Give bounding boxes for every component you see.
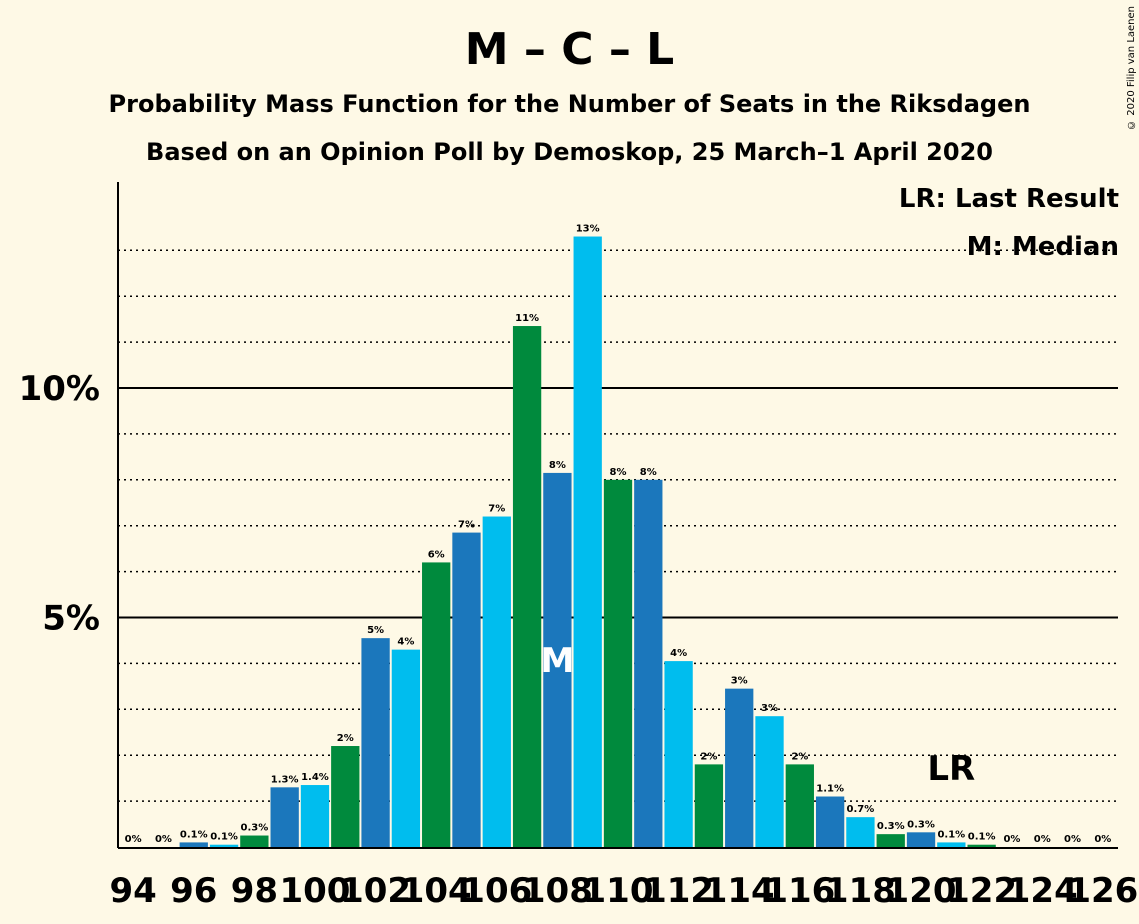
chart-title: M – C – L (464, 24, 675, 75)
bar-seat-118 (846, 817, 875, 847)
data-label: 0.3% (907, 819, 935, 830)
x-tick-label: 122 (946, 871, 1017, 911)
x-tick-label: 104 (401, 871, 472, 911)
data-label: 7% (458, 520, 475, 531)
bar-seat-121 (937, 842, 966, 847)
data-label: 6% (428, 549, 445, 560)
bar-seat-119 (876, 834, 905, 847)
x-tick-label: 96 (170, 871, 217, 911)
bar-seat-116 (785, 764, 814, 847)
bar-seat-97 (209, 844, 239, 847)
data-label: 8% (549, 460, 566, 471)
bar-seat-112 (664, 661, 693, 847)
data-label: 4% (397, 637, 414, 648)
bar-seat-114 (725, 688, 754, 847)
bar-seat-113 (694, 764, 724, 847)
x-tick-label: 94 (109, 871, 156, 911)
bar-seat-107 (512, 326, 542, 847)
bar-seat-108 (543, 472, 572, 847)
bar-seat-115 (755, 716, 784, 847)
data-label: 3% (761, 703, 778, 714)
data-label: 4% (670, 648, 687, 659)
x-tick-label: 120 (886, 871, 957, 911)
x-tick-label: 116 (764, 871, 835, 911)
x-tick-label: 98 (231, 871, 278, 911)
bar-seat-109 (573, 236, 602, 847)
bar-seat-101 (331, 746, 360, 847)
x-tick-label: 110 (583, 871, 654, 911)
data-label: 0.1% (937, 829, 965, 840)
data-label: 0.7% (847, 804, 875, 815)
chart-source-subtitle: Based on an Opinion Poll by Demoskop, 25… (146, 138, 993, 166)
x-tick-label: 102 (340, 871, 411, 911)
x-tick-label: 100 (279, 871, 350, 911)
legend-median: M: Median (966, 232, 1119, 262)
data-label: 0.3% (240, 823, 268, 834)
bar-seat-100 (300, 785, 330, 847)
data-label: 0.1% (968, 832, 996, 843)
data-label: 2% (700, 751, 717, 762)
bar-seat-111 (634, 479, 663, 847)
data-label: 3% (731, 676, 748, 687)
data-label: 1.4% (301, 772, 329, 783)
y-tick-label: 5% (42, 599, 100, 639)
x-tick-label: 124 (1007, 871, 1078, 911)
median-marker: M (540, 641, 574, 681)
x-tick-label: 106 (461, 871, 532, 911)
bar-seat-110 (603, 479, 633, 847)
data-label: 1.3% (271, 774, 299, 785)
chart-subtitle: Probability Mass Function for the Number… (108, 90, 1031, 118)
legend-last-result: LR: Last Result (898, 184, 1119, 214)
data-label: 0% (125, 834, 142, 845)
data-label: 2% (337, 733, 354, 744)
data-label: 0.3% (877, 821, 905, 832)
data-label: 5% (367, 625, 384, 636)
x-tick-label: 114 (704, 871, 775, 911)
data-label: 0% (1003, 834, 1020, 845)
x-tick-label: 108 (522, 871, 593, 911)
data-label: 13% (576, 224, 600, 235)
data-label: 7% (488, 504, 505, 515)
data-label: 11% (515, 313, 539, 324)
x-tick-label: 126 (1067, 871, 1138, 911)
data-label: 0.1% (210, 832, 238, 843)
bar-seat-102 (361, 638, 390, 847)
bar-seat-103 (391, 649, 421, 847)
data-label: 8% (610, 467, 627, 478)
x-tick-label: 112 (643, 871, 714, 911)
data-label: 0% (1034, 834, 1051, 845)
data-label: 2% (791, 751, 808, 762)
bar-seat-117 (815, 796, 845, 847)
bar-seat-106 (482, 516, 511, 847)
x-tick-label: 118 (825, 871, 896, 911)
bar-seat-120 (906, 832, 936, 847)
bar-seat-98 (240, 835, 269, 847)
y-tick-label: 10% (19, 369, 100, 409)
data-label: 1.1% (816, 784, 844, 795)
data-label: 0.1% (180, 829, 208, 840)
data-label: 8% (640, 467, 657, 478)
bar-seat-104 (422, 562, 451, 847)
bar-seat-96 (179, 842, 208, 847)
bar-seat-99 (270, 787, 299, 847)
data-label: 0% (1064, 834, 1081, 845)
bar-seat-105 (452, 532, 481, 847)
data-label: 0% (155, 834, 172, 845)
last-result-marker: LR (927, 749, 975, 789)
bar-seat-122 (967, 844, 996, 847)
data-label: 0% (1094, 834, 1111, 845)
